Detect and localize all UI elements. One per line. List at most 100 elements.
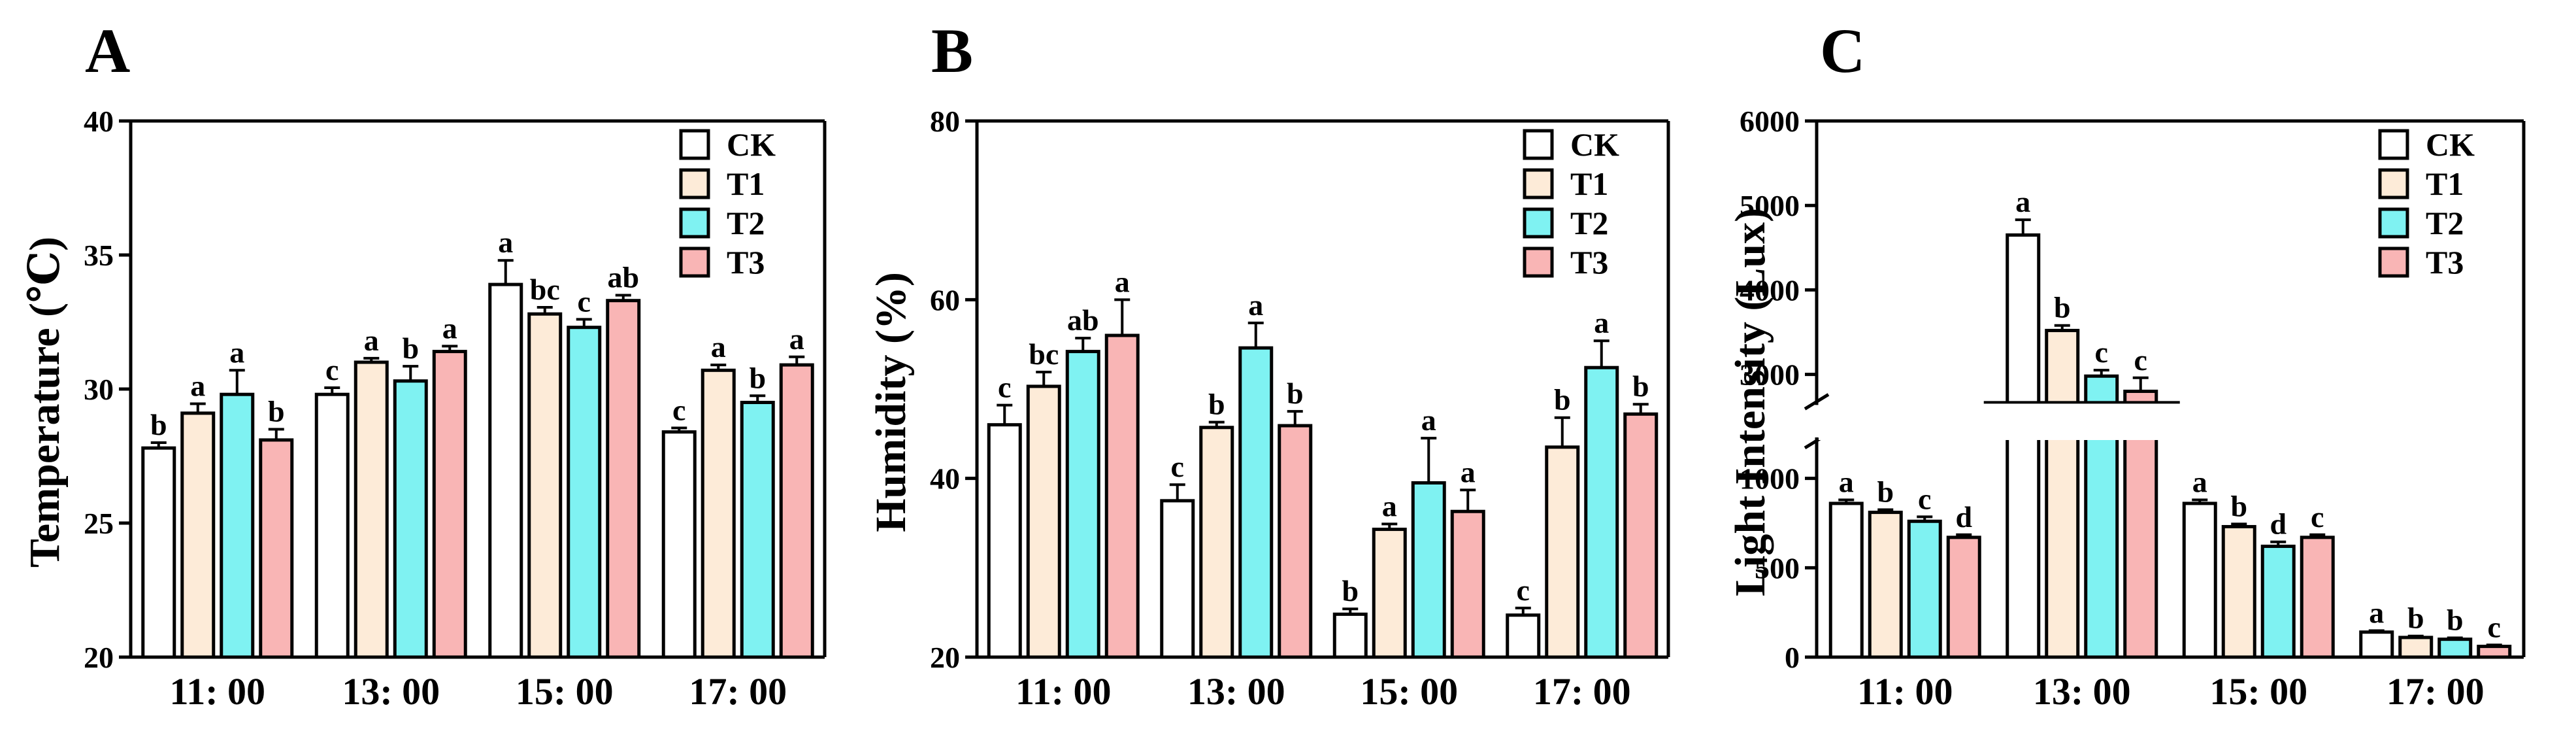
significance-letter: c — [1517, 573, 1530, 607]
significance-letter: c — [578, 284, 591, 318]
bar-T1 — [2045, 328, 2080, 659]
legend-label-T2: T2 — [2426, 205, 2464, 241]
significance-letter: b — [1632, 369, 1649, 403]
significance-letter: a — [1594, 306, 1609, 339]
significance-letter: c — [998, 371, 1011, 404]
bar-T3 — [606, 299, 641, 659]
legend-label-T1: T1 — [2426, 165, 2464, 202]
bar-CK — [661, 430, 697, 659]
bar-T3 — [2477, 645, 2512, 659]
bar-T3 — [779, 363, 814, 659]
y-tick-label: 80 — [930, 105, 960, 138]
bar-CK — [2182, 502, 2217, 659]
legend-swatch-T2 — [679, 207, 710, 239]
bar-CK — [1332, 612, 1368, 659]
bar-T2 — [2260, 545, 2296, 659]
bar-T1 — [1545, 445, 1580, 659]
x-category-label: 13: 00 — [342, 670, 440, 713]
significance-letter: c — [2311, 500, 2324, 534]
significance-letter: a — [2192, 465, 2207, 498]
significance-letter: c — [672, 393, 685, 426]
legend-swatch-T3 — [1523, 246, 1554, 278]
legend-label-T1: T1 — [1570, 165, 1608, 202]
significance-letter: a — [498, 226, 513, 259]
y-tick-label: 40 — [930, 462, 960, 496]
significance-letter: c — [2134, 343, 2147, 377]
legend-label-T3: T3 — [2426, 244, 2464, 280]
y-tick-label: 6000 — [1740, 105, 1800, 138]
legend-label-T3: T3 — [1570, 244, 1608, 280]
significance-letter: a — [1421, 403, 1436, 437]
significance-letter: d — [1955, 500, 1972, 534]
significance-letter: bc — [530, 273, 560, 306]
bar-T2 — [2437, 638, 2473, 659]
x-category-label: 11: 00 — [1016, 670, 1112, 713]
bar-CK — [314, 392, 350, 659]
significance-letter: b — [2407, 602, 2424, 635]
bar-T1 — [1372, 528, 1407, 659]
x-category-label: 17: 00 — [689, 670, 787, 713]
x-category-label: 17: 00 — [2386, 670, 2485, 713]
legend-label-CK: CK — [727, 126, 776, 163]
y-tick-label: 60 — [930, 283, 960, 316]
panel-letter-B: B — [931, 16, 973, 86]
y-axis-title: Temperature (℃) — [21, 237, 69, 568]
significance-letter: b — [1342, 574, 1359, 607]
bar-T1 — [180, 411, 216, 659]
significance-letter: ab — [1067, 303, 1099, 337]
legend-swatch-T3 — [679, 246, 710, 278]
bar-T1 — [1199, 426, 1234, 659]
bar-CK — [141, 446, 176, 659]
panel-letter-A: A — [85, 16, 130, 86]
bar-T1 — [1868, 511, 1903, 659]
significance-letter: b — [1208, 388, 1225, 421]
x-category-label: 17: 00 — [1533, 670, 1631, 713]
significance-letter: c — [2488, 610, 2501, 643]
bar-T1 — [2221, 524, 2256, 659]
legend-swatch-T2 — [1523, 207, 1554, 239]
bar-T2 — [1907, 519, 1942, 659]
significance-letter: a — [2369, 596, 2384, 630]
significance-letter: a — [2015, 185, 2030, 218]
bar-T3 — [1450, 509, 1485, 659]
x-category-label: 11: 00 — [169, 670, 265, 713]
bar-T1 — [701, 368, 736, 659]
legend-swatch-CK — [679, 129, 710, 160]
legend-label-T1: T1 — [727, 165, 765, 202]
legend-label-CK: CK — [2426, 126, 2475, 163]
y-tick-label: 4000 — [1740, 273, 1800, 307]
bar-T1 — [527, 312, 563, 659]
bar-T3 — [1278, 424, 1313, 659]
bar-T3 — [1104, 333, 1140, 659]
y-tick-label: 40 — [84, 105, 114, 138]
x-category-label: 13: 00 — [1187, 670, 1285, 713]
significance-letter: a — [229, 335, 244, 369]
y-tick-label: 20 — [930, 641, 960, 674]
significance-letter: c — [1171, 450, 1184, 483]
x-category-label: 15: 00 — [2209, 670, 2307, 713]
legend-swatch-T1 — [2378, 168, 2409, 199]
significance-letter: b — [402, 332, 419, 365]
x-category-label: 11: 00 — [1857, 670, 1953, 713]
axis-break-gap — [1819, 402, 2522, 440]
legend-label-T2: T2 — [727, 205, 765, 241]
legend-swatch-T1 — [1523, 168, 1554, 199]
x-category-label: 13: 00 — [2033, 670, 2131, 713]
axis-break-mark-upper — [1804, 393, 1830, 411]
significance-letter: ab — [607, 261, 639, 294]
panel-letter-C: C — [1820, 16, 1865, 86]
significance-letter: a — [1382, 489, 1397, 522]
significance-letter: b — [2447, 603, 2464, 636]
bar-T2 — [1238, 346, 1274, 659]
legend-swatch-T1 — [679, 168, 710, 199]
x-category-label: 15: 00 — [516, 670, 614, 713]
bar-T1 — [1026, 384, 1061, 659]
significance-letter: d — [2270, 507, 2287, 541]
significance-letter: b — [1554, 383, 1571, 416]
bar-T3 — [432, 350, 467, 659]
legend-swatch-CK — [1523, 129, 1554, 160]
significance-letter: a — [190, 369, 205, 403]
